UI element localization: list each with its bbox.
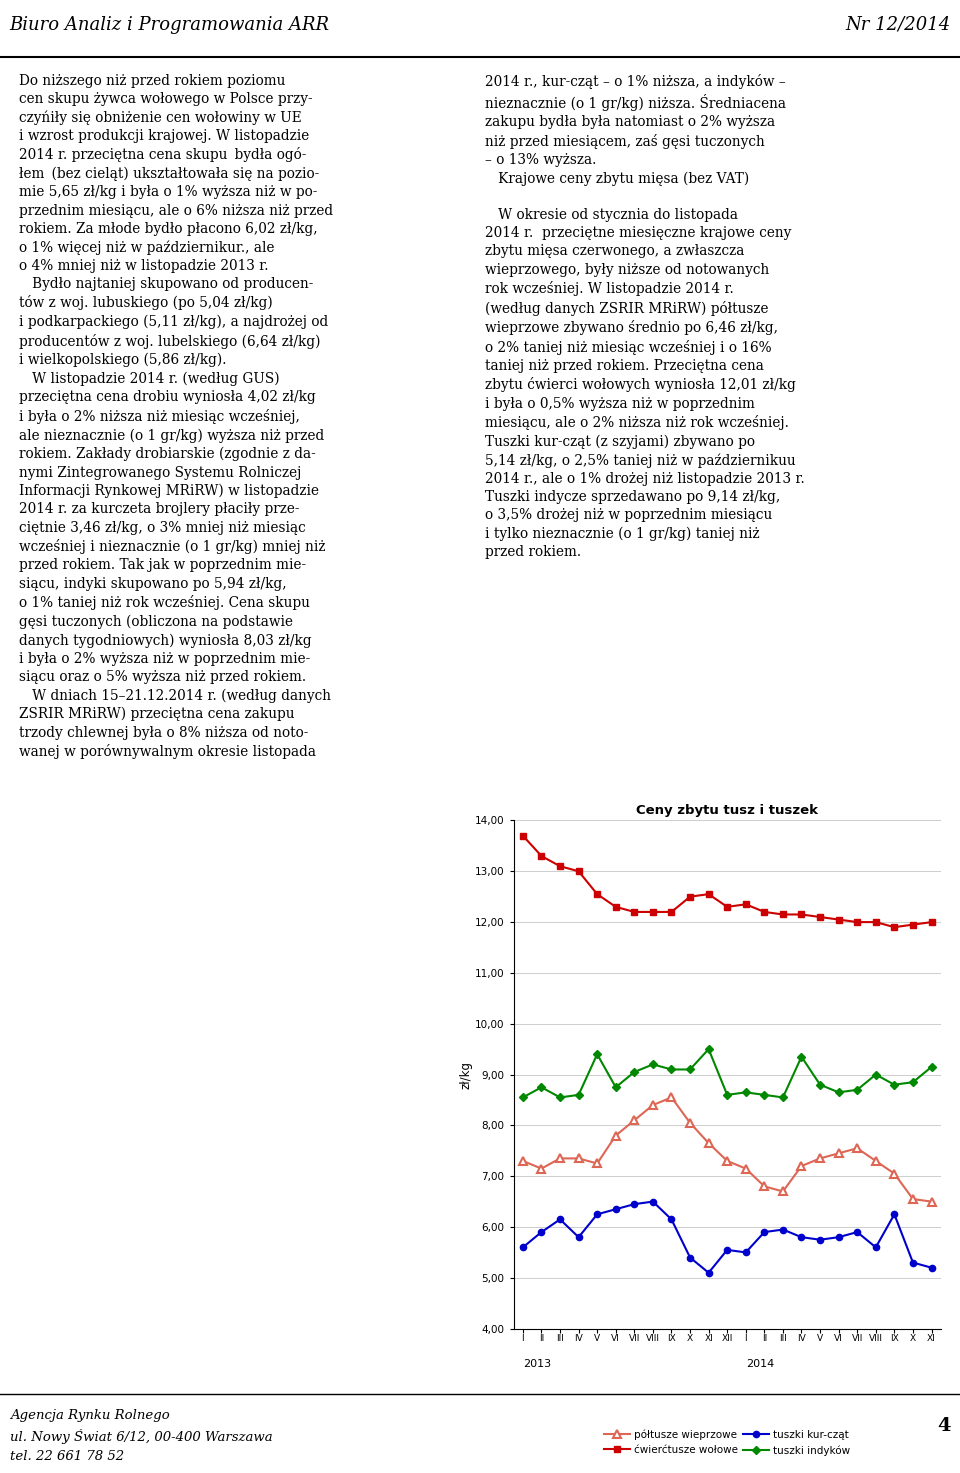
Text: Do niższego niż przed rokiem poziomu
cen skupu żywca wołowego w Polsce przy-
czy: Do niższego niż przed rokiem poziomu cen…	[19, 74, 333, 759]
Text: 4: 4	[937, 1417, 950, 1436]
Title: Ceny zbytu tusz i tuszek: Ceny zbytu tusz i tuszek	[636, 803, 818, 816]
Y-axis label: zł/kg: zł/kg	[459, 1061, 472, 1089]
Text: 2014 r., kur-cząt – o 1% niższa, a indyków –
nieznacznie (o 1 gr/kg) niższa. Śre: 2014 r., kur-cząt – o 1% niższa, a indyk…	[485, 74, 804, 560]
Text: Agencja Rynku Rolnego
ul. Nowy Świat 6/12, 00-400 Warszawa
tel. 22 661 78 52: Agencja Rynku Rolnego ul. Nowy Świat 6/1…	[10, 1408, 273, 1463]
Text: Biuro Analiz i Programowania ARR: Biuro Analiz i Programowania ARR	[10, 16, 329, 34]
Text: 2013: 2013	[523, 1360, 551, 1370]
Legend: półtusze wieprzowe, ćwierćtusze wołowe, tuszki kur-cząt, tuszki indyków: półtusze wieprzowe, ćwierćtusze wołowe, …	[600, 1426, 854, 1460]
Text: 2014: 2014	[746, 1360, 774, 1370]
Text: Nr 12/2014: Nr 12/2014	[845, 16, 950, 34]
